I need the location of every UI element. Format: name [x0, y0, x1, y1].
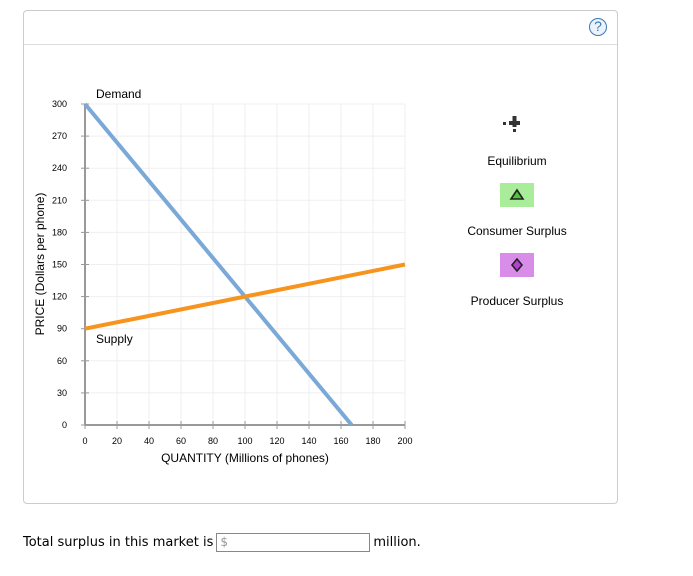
legend-equilibrium-label: Equilibrium: [487, 154, 547, 168]
y-tick-label: 150: [52, 260, 67, 270]
x-tick-label: 0: [82, 436, 87, 446]
y-tick-label: 0: [62, 420, 67, 430]
axes: [81, 103, 406, 429]
demand-label: Demand: [96, 87, 141, 101]
y-tick-label: 120: [52, 292, 67, 302]
demand-curve[interactable]: [83, 102, 354, 427]
help-icon[interactable]: ?: [589, 18, 607, 36]
y-tick-label: 60: [57, 356, 67, 366]
y-tick-label: 90: [57, 324, 67, 334]
question-suffix: million.: [373, 535, 421, 550]
y-tick-label: 300: [52, 99, 67, 109]
total-surplus-question: Total surplus in this market is $ millio…: [23, 533, 421, 552]
y-tick-label: 180: [52, 227, 67, 237]
graph-frame: [23, 10, 618, 504]
x-tick-label: 40: [144, 436, 154, 446]
equilibrium-tool[interactable]: [502, 113, 526, 133]
producer-surplus-tool[interactable]: [500, 253, 534, 277]
x-tick-label: 200: [397, 436, 412, 446]
x-tick-label: 180: [365, 436, 380, 446]
x-tick-label: 60: [176, 436, 186, 446]
x-tick-label: 100: [237, 436, 252, 446]
frame-divider: [24, 44, 617, 45]
supply-label: Supply: [96, 332, 133, 346]
plus-point-icon: [503, 116, 520, 132]
supply-curve[interactable]: [84, 262, 406, 331]
total-surplus-input[interactable]: $: [216, 533, 371, 552]
x-tick-label: 160: [333, 436, 348, 446]
diamond-icon: [510, 257, 524, 273]
x-tick-label: 20: [112, 436, 122, 446]
x-tick-label: 140: [301, 436, 316, 446]
x-tick-label: 120: [269, 436, 284, 446]
curves[interactable]: [83, 102, 406, 427]
question-prefix: Total surplus in this market is: [23, 535, 214, 550]
currency-symbol: $: [220, 535, 228, 549]
y-tick-label: 30: [57, 388, 67, 398]
triangle-icon: [509, 188, 525, 200]
tick-labels: 0 20 40 60 80 100 120 140 160 180 200 0 30 60 90 120 150…: [52, 99, 413, 446]
y-tick-label: 210: [52, 195, 67, 205]
consumer-surplus-tool[interactable]: [500, 183, 534, 207]
x-tick-label: 80: [208, 436, 218, 446]
grid: [85, 103, 406, 425]
y-axis-label: PRICE (Dollars per phone): [33, 193, 47, 336]
legend-consumer-surplus-label: Consumer Surplus: [467, 224, 567, 238]
total-surplus-field[interactable]: [231, 535, 366, 552]
y-tick-label: 240: [52, 163, 67, 173]
y-tick-label: 270: [52, 131, 67, 141]
legend-producer-surplus-label: Producer Surplus: [470, 294, 564, 308]
x-axis-label: QUANTITY (Millions of phones): [161, 451, 329, 465]
